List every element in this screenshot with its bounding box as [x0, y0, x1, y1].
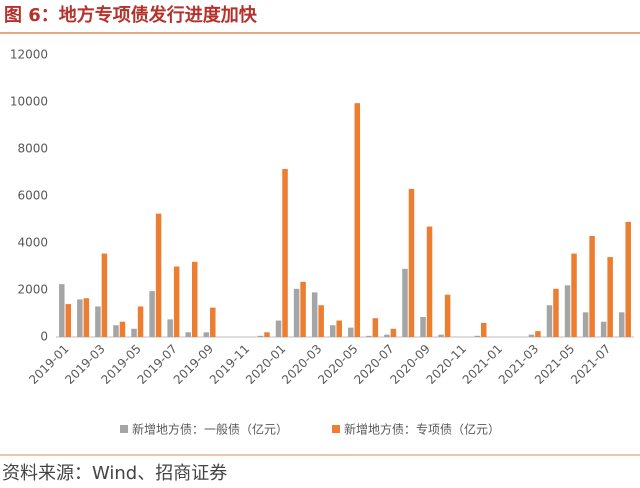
bar [185, 332, 191, 337]
bar [625, 221, 631, 337]
bar [474, 335, 480, 337]
bar [131, 328, 137, 337]
bar [77, 299, 83, 337]
bar [329, 325, 336, 337]
y-tick-label: 4000 [17, 236, 48, 250]
bar [137, 306, 144, 337]
bar [589, 235, 595, 337]
bar [564, 285, 571, 337]
bar [528, 334, 535, 337]
y-tick-label: 0 [40, 330, 48, 344]
bar [582, 312, 589, 337]
bar [390, 328, 397, 337]
bar [59, 284, 65, 337]
bar [65, 304, 72, 337]
y-tick-label: 12000 [10, 48, 48, 62]
bar [257, 335, 264, 337]
bar [607, 257, 613, 337]
bar [354, 103, 361, 337]
chart-title: 图 6：地方专项债发行进度加快 [4, 4, 258, 26]
bar [173, 266, 180, 337]
y-tick-label: 8000 [17, 142, 48, 156]
bar [210, 307, 216, 337]
source: 资料来源：Wind、招商证券 [2, 463, 227, 484]
bar [480, 322, 487, 337]
bar [372, 318, 379, 337]
x-tick-label: 2021-07 [568, 342, 613, 387]
bar [384, 334, 390, 337]
bar [408, 188, 415, 337]
bar [535, 331, 541, 337]
bar [336, 320, 342, 337]
y-tick-label: 6000 [17, 189, 48, 203]
bar [282, 168, 288, 337]
bar [311, 292, 318, 337]
bar [571, 253, 577, 337]
bar [119, 321, 126, 337]
bar [426, 226, 433, 337]
bar [101, 253, 108, 337]
legend-label: 新增地方债：一般债（亿元） [132, 422, 288, 437]
bar [167, 319, 173, 337]
bar [300, 281, 306, 337]
y-tick-label: 10000 [10, 95, 48, 109]
bar [553, 288, 559, 337]
bar [203, 332, 210, 337]
bar [95, 306, 101, 337]
legend-swatch [332, 425, 340, 433]
legend-label: 新增地方债：专项债（亿元） [344, 422, 500, 437]
bar [318, 305, 324, 337]
bar [438, 334, 444, 337]
bar [264, 332, 270, 337]
bar [149, 291, 155, 337]
bar [402, 268, 408, 337]
bar [600, 321, 607, 337]
bar [83, 298, 90, 337]
bar [275, 320, 282, 337]
legend-swatch [120, 425, 128, 433]
bar [444, 294, 451, 337]
bar [366, 335, 372, 337]
bar [348, 327, 354, 337]
bar [546, 305, 553, 337]
bar [293, 288, 300, 337]
bar [155, 213, 162, 337]
bar [618, 312, 625, 337]
bar [420, 317, 426, 337]
bar [113, 325, 119, 337]
y-tick-label: 2000 [17, 283, 48, 297]
bar [191, 261, 198, 337]
